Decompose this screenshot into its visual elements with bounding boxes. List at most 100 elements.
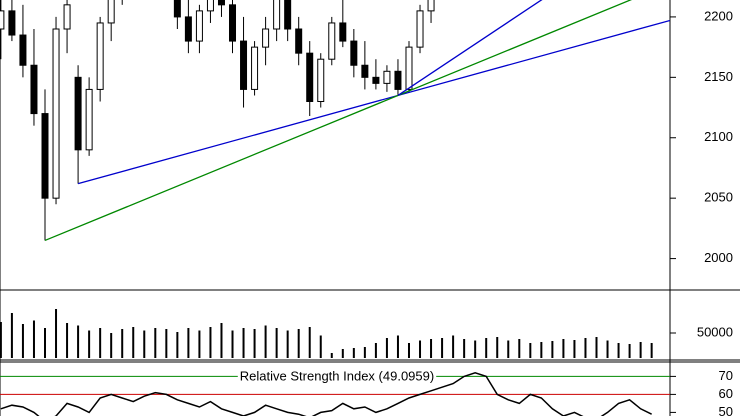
- volume-bar: [639, 342, 642, 358]
- y-tick-label: 50: [719, 404, 733, 416]
- candle-body: [240, 40, 248, 90]
- volume-bar: [584, 338, 587, 358]
- volume-bar: [21, 324, 24, 358]
- volume-bar: [209, 327, 212, 358]
- candle-body: [229, 4, 237, 42]
- volume-bar: [496, 337, 499, 358]
- volume-bar: [617, 343, 620, 358]
- volume-bar: [562, 339, 565, 358]
- volume-bar: [0, 322, 2, 358]
- y-tick-label: 50000: [697, 324, 733, 339]
- candle-body: [63, 4, 71, 30]
- volume-bar: [88, 330, 91, 358]
- volume-bar: [253, 329, 256, 358]
- volume-bar: [363, 347, 366, 358]
- candle-body: [0, 10, 5, 30]
- candle-body: [30, 64, 38, 115]
- volume-bar: [330, 353, 333, 358]
- volume-bar: [132, 327, 135, 358]
- volume-bar: [507, 340, 510, 358]
- volume-bar: [485, 338, 488, 358]
- volume-bar: [110, 333, 113, 358]
- y-tick-label: 2200: [704, 8, 733, 23]
- volume-bar: [32, 320, 35, 358]
- volume-bar: [275, 328, 278, 358]
- volume-bar: [198, 330, 201, 358]
- volume-bar: [242, 328, 245, 358]
- volume-bar: [341, 349, 344, 358]
- candle-body: [74, 76, 82, 151]
- volume-bar: [628, 344, 631, 358]
- candle-body: [206, 0, 214, 12]
- volume-bar: [121, 329, 124, 358]
- volume-panel: [0, 309, 653, 358]
- candle-body: [427, 0, 435, 12]
- volume-bar: [55, 309, 58, 358]
- rsi-title: Relative Strength Index (49.0959): [240, 368, 434, 383]
- candle-body: [195, 10, 203, 42]
- volume-bar: [452, 335, 455, 358]
- candle-body: [96, 22, 104, 90]
- volume-bar: [606, 340, 609, 358]
- volume-bar: [165, 329, 168, 358]
- candle-body: [350, 40, 358, 66]
- volume-bar: [595, 337, 598, 358]
- candle-body: [217, 0, 225, 6]
- candle-body: [251, 46, 259, 90]
- volume-bar: [143, 330, 146, 358]
- trend-line: [397, 0, 543, 96]
- candle-body: [339, 22, 347, 42]
- candle-body: [184, 16, 192, 42]
- volume-bar: [99, 328, 102, 358]
- volume-bar: [419, 340, 422, 358]
- volume-bar: [551, 341, 554, 358]
- volume-bar: [441, 338, 444, 358]
- candle-body: [107, 0, 115, 24]
- volume-bar: [66, 323, 69, 358]
- volume-bar: [286, 330, 289, 358]
- volume-bar: [407, 343, 410, 358]
- volume-bar: [231, 330, 234, 358]
- candle-body: [41, 113, 49, 199]
- volume-bar: [187, 328, 190, 358]
- volume-bar: [77, 325, 80, 358]
- candle-body: [328, 22, 336, 60]
- candle-body: [173, 0, 181, 18]
- volume-bar: [518, 339, 521, 358]
- axes: 2000 2050 2100 2150 2200 50000 50 60 70: [670, 8, 733, 416]
- volume-bar: [463, 339, 466, 358]
- y-tick-label: 2050: [704, 190, 733, 205]
- volume-bar: [264, 325, 267, 358]
- volume-bar: [573, 340, 576, 358]
- trend-line: [77, 19, 670, 185]
- candle-body: [273, 0, 281, 30]
- candle-body: [361, 64, 369, 78]
- y-tick-label: 2000: [704, 250, 733, 265]
- candle-body: [295, 28, 303, 54]
- price-panel: [0, 0, 670, 242]
- volume-bar: [430, 339, 433, 358]
- candle-body: [405, 46, 413, 90]
- candle-body: [372, 76, 380, 84]
- volume-bar: [650, 343, 653, 358]
- volume-bar: [529, 343, 532, 358]
- candle-body: [284, 0, 292, 30]
- volume-bar: [352, 348, 355, 358]
- candle-body: [383, 70, 391, 84]
- volume-bar: [540, 342, 543, 358]
- candle-body: [262, 28, 270, 48]
- volume-bar: [44, 328, 46, 358]
- y-tick-label: 70: [719, 368, 733, 383]
- y-tick-label: 2100: [704, 129, 733, 144]
- volume-bar: [308, 327, 311, 358]
- candle-body: [416, 10, 424, 48]
- volume-bar: [385, 338, 388, 358]
- candle-body: [85, 88, 93, 151]
- candle-body: [19, 34, 27, 66]
- volume-bar: [220, 323, 223, 358]
- volume-bar: [10, 313, 13, 358]
- volume-bar: [396, 335, 399, 358]
- candle-body: [52, 28, 60, 199]
- volume-bar: [297, 329, 300, 358]
